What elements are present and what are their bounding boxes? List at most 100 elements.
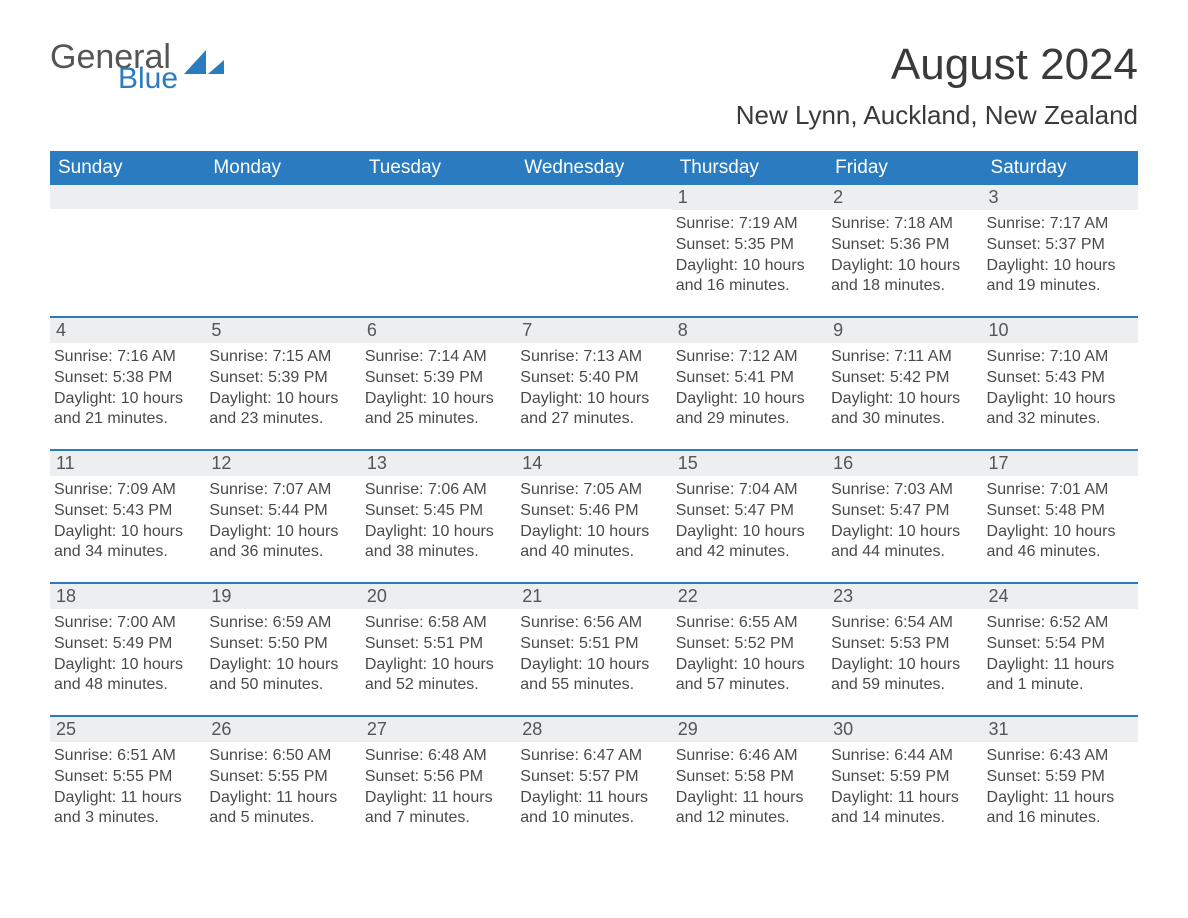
calendar-cell: 28Sunrise: 6:47 AMSunset: 5:57 PMDayligh… <box>516 717 671 842</box>
calendar: SundayMondayTuesdayWednesdayThursdayFrid… <box>50 151 1138 842</box>
day-number: 21 <box>516 584 671 609</box>
day-number: 23 <box>827 584 982 609</box>
sunset-line: Sunset: 5:46 PM <box>520 501 665 522</box>
sunset-line: Sunset: 5:55 PM <box>54 767 199 788</box>
sunrise-line: Sunrise: 6:52 AM <box>987 613 1132 634</box>
day-number <box>361 185 516 209</box>
sunrise-line: Sunrise: 6:50 AM <box>209 746 354 767</box>
day-number: 22 <box>672 584 827 609</box>
daylight-line: Daylight: 10 hours and 27 minutes. <box>520 389 665 431</box>
daylight-line: Daylight: 10 hours and 46 minutes. <box>987 522 1132 564</box>
calendar-cell: 18Sunrise: 7:00 AMSunset: 5:49 PMDayligh… <box>50 584 205 709</box>
day-body: Sunrise: 6:59 AMSunset: 5:50 PMDaylight:… <box>205 609 360 700</box>
day-body: Sunrise: 6:46 AMSunset: 5:58 PMDaylight:… <box>672 742 827 833</box>
sunset-line: Sunset: 5:48 PM <box>987 501 1132 522</box>
sunset-line: Sunset: 5:44 PM <box>209 501 354 522</box>
sunset-line: Sunset: 5:41 PM <box>676 368 821 389</box>
sunset-line: Sunset: 5:56 PM <box>365 767 510 788</box>
day-body: Sunrise: 6:48 AMSunset: 5:56 PMDaylight:… <box>361 742 516 833</box>
day-body: Sunrise: 6:43 AMSunset: 5:59 PMDaylight:… <box>983 742 1138 833</box>
day-body: Sunrise: 6:54 AMSunset: 5:53 PMDaylight:… <box>827 609 982 700</box>
calendar-cell: 23Sunrise: 6:54 AMSunset: 5:53 PMDayligh… <box>827 584 982 709</box>
sunset-line: Sunset: 5:58 PM <box>676 767 821 788</box>
logo: General Blue <box>50 40 224 94</box>
sunrise-line: Sunrise: 6:59 AM <box>209 613 354 634</box>
sunset-line: Sunset: 5:51 PM <box>520 634 665 655</box>
daylight-line: Daylight: 11 hours and 14 minutes. <box>831 788 976 830</box>
calendar-cell: 10Sunrise: 7:10 AMSunset: 5:43 PMDayligh… <box>983 318 1138 443</box>
sunrise-line: Sunrise: 6:55 AM <box>676 613 821 634</box>
calendar-cell: 4Sunrise: 7:16 AMSunset: 5:38 PMDaylight… <box>50 318 205 443</box>
sunset-line: Sunset: 5:45 PM <box>365 501 510 522</box>
week-row: 25Sunrise: 6:51 AMSunset: 5:55 PMDayligh… <box>50 715 1138 842</box>
sunset-line: Sunset: 5:37 PM <box>987 235 1132 256</box>
day-number: 13 <box>361 451 516 476</box>
day-number: 3 <box>983 185 1138 210</box>
day-body: Sunrise: 6:50 AMSunset: 5:55 PMDaylight:… <box>205 742 360 833</box>
page-subtitle: New Lynn, Auckland, New Zealand <box>736 100 1138 131</box>
daylight-line: Daylight: 11 hours and 12 minutes. <box>676 788 821 830</box>
week-row: 11Sunrise: 7:09 AMSunset: 5:43 PMDayligh… <box>50 449 1138 576</box>
day-body: Sunrise: 7:16 AMSunset: 5:38 PMDaylight:… <box>50 343 205 434</box>
sunset-line: Sunset: 5:43 PM <box>987 368 1132 389</box>
sunrise-line: Sunrise: 6:43 AM <box>987 746 1132 767</box>
day-header: Sunday <box>50 151 205 185</box>
day-body: Sunrise: 7:12 AMSunset: 5:41 PMDaylight:… <box>672 343 827 434</box>
calendar-cell: 6Sunrise: 7:14 AMSunset: 5:39 PMDaylight… <box>361 318 516 443</box>
day-body: Sunrise: 6:52 AMSunset: 5:54 PMDaylight:… <box>983 609 1138 700</box>
day-number: 1 <box>672 185 827 210</box>
calendar-cell: 8Sunrise: 7:12 AMSunset: 5:41 PMDaylight… <box>672 318 827 443</box>
sunset-line: Sunset: 5:54 PM <box>987 634 1132 655</box>
sunrise-line: Sunrise: 7:17 AM <box>987 214 1132 235</box>
daylight-line: Daylight: 10 hours and 48 minutes. <box>54 655 199 697</box>
sunset-line: Sunset: 5:38 PM <box>54 368 199 389</box>
sunrise-line: Sunrise: 7:12 AM <box>676 347 821 368</box>
calendar-cell: 25Sunrise: 6:51 AMSunset: 5:55 PMDayligh… <box>50 717 205 842</box>
daylight-line: Daylight: 10 hours and 36 minutes. <box>209 522 354 564</box>
day-number: 16 <box>827 451 982 476</box>
day-number <box>50 185 205 209</box>
day-body: Sunrise: 7:04 AMSunset: 5:47 PMDaylight:… <box>672 476 827 567</box>
day-body: Sunrise: 7:07 AMSunset: 5:44 PMDaylight:… <box>205 476 360 567</box>
day-body: Sunrise: 7:17 AMSunset: 5:37 PMDaylight:… <box>983 210 1138 301</box>
daylight-line: Daylight: 10 hours and 59 minutes. <box>831 655 976 697</box>
day-number: 19 <box>205 584 360 609</box>
sunrise-line: Sunrise: 6:48 AM <box>365 746 510 767</box>
sunrise-line: Sunrise: 7:18 AM <box>831 214 976 235</box>
daylight-line: Daylight: 10 hours and 34 minutes. <box>54 522 199 564</box>
day-number: 12 <box>205 451 360 476</box>
logo-sail-icon <box>184 50 224 78</box>
day-body: Sunrise: 7:06 AMSunset: 5:45 PMDaylight:… <box>361 476 516 567</box>
sunrise-line: Sunrise: 6:54 AM <box>831 613 976 634</box>
page-title: August 2024 <box>736 40 1138 90</box>
day-body: Sunrise: 7:01 AMSunset: 5:48 PMDaylight:… <box>983 476 1138 567</box>
daylight-line: Daylight: 10 hours and 40 minutes. <box>520 522 665 564</box>
sunrise-line: Sunrise: 7:14 AM <box>365 347 510 368</box>
sunrise-line: Sunrise: 7:16 AM <box>54 347 199 368</box>
sunrise-line: Sunrise: 7:15 AM <box>209 347 354 368</box>
sunrise-line: Sunrise: 7:13 AM <box>520 347 665 368</box>
calendar-cell: 2Sunrise: 7:18 AMSunset: 5:36 PMDaylight… <box>827 185 982 310</box>
calendar-cell: 27Sunrise: 6:48 AMSunset: 5:56 PMDayligh… <box>361 717 516 842</box>
calendar-cell <box>50 185 205 310</box>
day-body: Sunrise: 6:56 AMSunset: 5:51 PMDaylight:… <box>516 609 671 700</box>
day-body: Sunrise: 6:44 AMSunset: 5:59 PMDaylight:… <box>827 742 982 833</box>
day-number: 18 <box>50 584 205 609</box>
calendar-cell: 3Sunrise: 7:17 AMSunset: 5:37 PMDaylight… <box>983 185 1138 310</box>
day-number: 25 <box>50 717 205 742</box>
daylight-line: Daylight: 10 hours and 50 minutes. <box>209 655 354 697</box>
calendar-cell: 31Sunrise: 6:43 AMSunset: 5:59 PMDayligh… <box>983 717 1138 842</box>
day-header: Tuesday <box>361 151 516 185</box>
calendar-cell <box>361 185 516 310</box>
day-body: Sunrise: 7:10 AMSunset: 5:43 PMDaylight:… <box>983 343 1138 434</box>
sunset-line: Sunset: 5:39 PM <box>365 368 510 389</box>
daylight-line: Daylight: 10 hours and 30 minutes. <box>831 389 976 431</box>
sunrise-line: Sunrise: 7:07 AM <box>209 480 354 501</box>
daylight-line: Daylight: 10 hours and 42 minutes. <box>676 522 821 564</box>
sunset-line: Sunset: 5:51 PM <box>365 634 510 655</box>
calendar-cell: 11Sunrise: 7:09 AMSunset: 5:43 PMDayligh… <box>50 451 205 576</box>
sunrise-line: Sunrise: 7:01 AM <box>987 480 1132 501</box>
calendar-cell: 12Sunrise: 7:07 AMSunset: 5:44 PMDayligh… <box>205 451 360 576</box>
calendar-cell <box>516 185 671 310</box>
sunrise-line: Sunrise: 7:10 AM <box>987 347 1132 368</box>
